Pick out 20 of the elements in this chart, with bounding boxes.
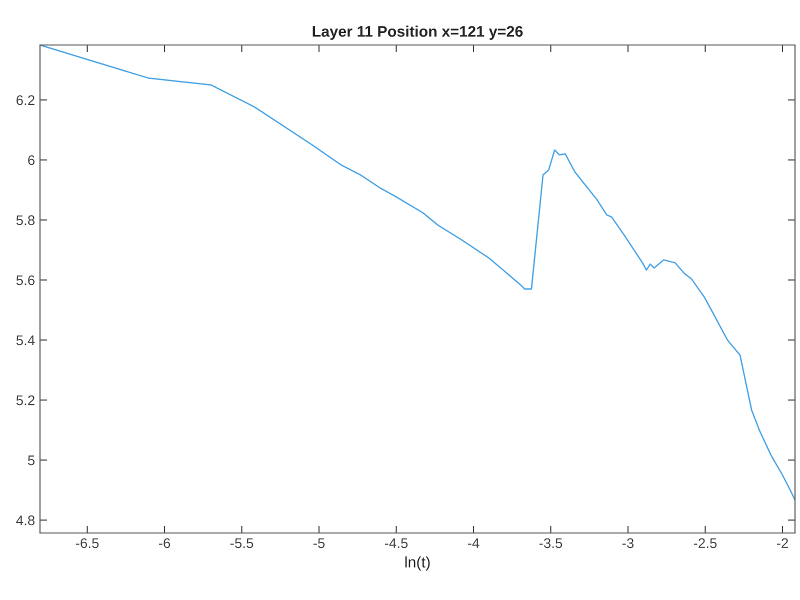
x-tick-label: -6.5 xyxy=(76,538,99,548)
y-tick-label: 4.8 xyxy=(16,515,35,526)
y-tick-label: 5.6 xyxy=(16,275,35,286)
x-tick-label: -5 xyxy=(313,538,325,548)
y-tick-label: 5 xyxy=(28,456,35,466)
x-tick-label: -2.5 xyxy=(694,538,717,548)
x-tick-label: -3 xyxy=(622,538,634,548)
y-tick-label: 6.2 xyxy=(16,95,34,106)
x-tick-label: -4.5 xyxy=(384,538,408,548)
x-tick-label: -5.5 xyxy=(230,538,254,548)
x-tick-label: -4 xyxy=(468,538,480,548)
x-tick-label: -2 xyxy=(776,538,788,548)
x-tick-label: -3.5 xyxy=(539,538,562,548)
y-tick-label: 5.2 xyxy=(16,395,34,406)
y-tick-label: 5.4 xyxy=(16,336,35,346)
y-tick-label: 6 xyxy=(28,155,35,166)
x-tick-label: -6 xyxy=(158,538,170,548)
chart-title: Layer 11 Position x=121 y=26 xyxy=(312,26,523,40)
y-tick-label: 5.8 xyxy=(16,215,35,226)
x-axis-title: ln(t) xyxy=(405,556,430,571)
